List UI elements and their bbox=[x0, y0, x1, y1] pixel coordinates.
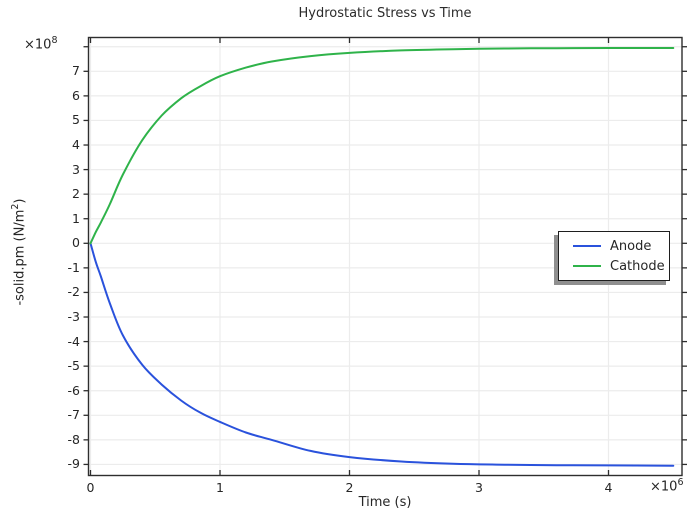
plot-frame bbox=[87, 36, 683, 477]
y-tick-label: 5 bbox=[72, 112, 80, 128]
y-tick-label: -8 bbox=[67, 431, 80, 447]
y-tick-label: 1 bbox=[72, 210, 80, 226]
y-tick-label: -7 bbox=[67, 407, 80, 423]
chart-title: Hydrostatic Stress vs Time bbox=[298, 6, 472, 21]
x-tick-label: 0 bbox=[86, 480, 95, 495]
cathode-curve bbox=[89, 46, 675, 245]
y-tick-label: -2 bbox=[67, 284, 80, 300]
y-tick-label: 7 bbox=[72, 63, 80, 79]
x-axis-multiplier: ×106 bbox=[650, 477, 684, 495]
cathode-line-swatch bbox=[573, 265, 601, 267]
y-tick-label: 0 bbox=[72, 235, 80, 251]
x-tick-label: 1 bbox=[216, 480, 224, 495]
y-tick-label: 4 bbox=[72, 137, 80, 153]
y-tick-label: -4 bbox=[67, 333, 80, 349]
y-tick-label: -6 bbox=[67, 382, 80, 398]
anode-curve bbox=[89, 242, 675, 467]
x-tick-label: 2 bbox=[345, 480, 354, 495]
y-tick-label: -1 bbox=[67, 259, 80, 275]
legend-label: Anode bbox=[610, 238, 652, 254]
x-tick-label: 4 bbox=[604, 480, 613, 495]
y-tick-label: -3 bbox=[67, 309, 80, 324]
y-tick-label: 6 bbox=[72, 87, 80, 103]
legend: Anode Cathode bbox=[558, 231, 670, 281]
legend-item-cathode: Cathode bbox=[573, 259, 665, 274]
legend-item-anode: Anode bbox=[573, 239, 660, 254]
x-axis-label: Time (s) bbox=[358, 495, 412, 510]
y-tick-label: -5 bbox=[67, 358, 80, 374]
y-tick-label: 3 bbox=[72, 161, 80, 177]
y-tick-label: -9 bbox=[67, 456, 80, 472]
y-axis-label: -solid.pm (N/m2) bbox=[10, 198, 28, 306]
x-tick-label: 3 bbox=[475, 480, 483, 495]
anode-line-swatch bbox=[573, 245, 601, 247]
y-axis-multiplier: ×108 bbox=[24, 35, 58, 53]
y-tick-label: 2 bbox=[72, 186, 80, 202]
legend-label: Cathode bbox=[610, 258, 665, 274]
